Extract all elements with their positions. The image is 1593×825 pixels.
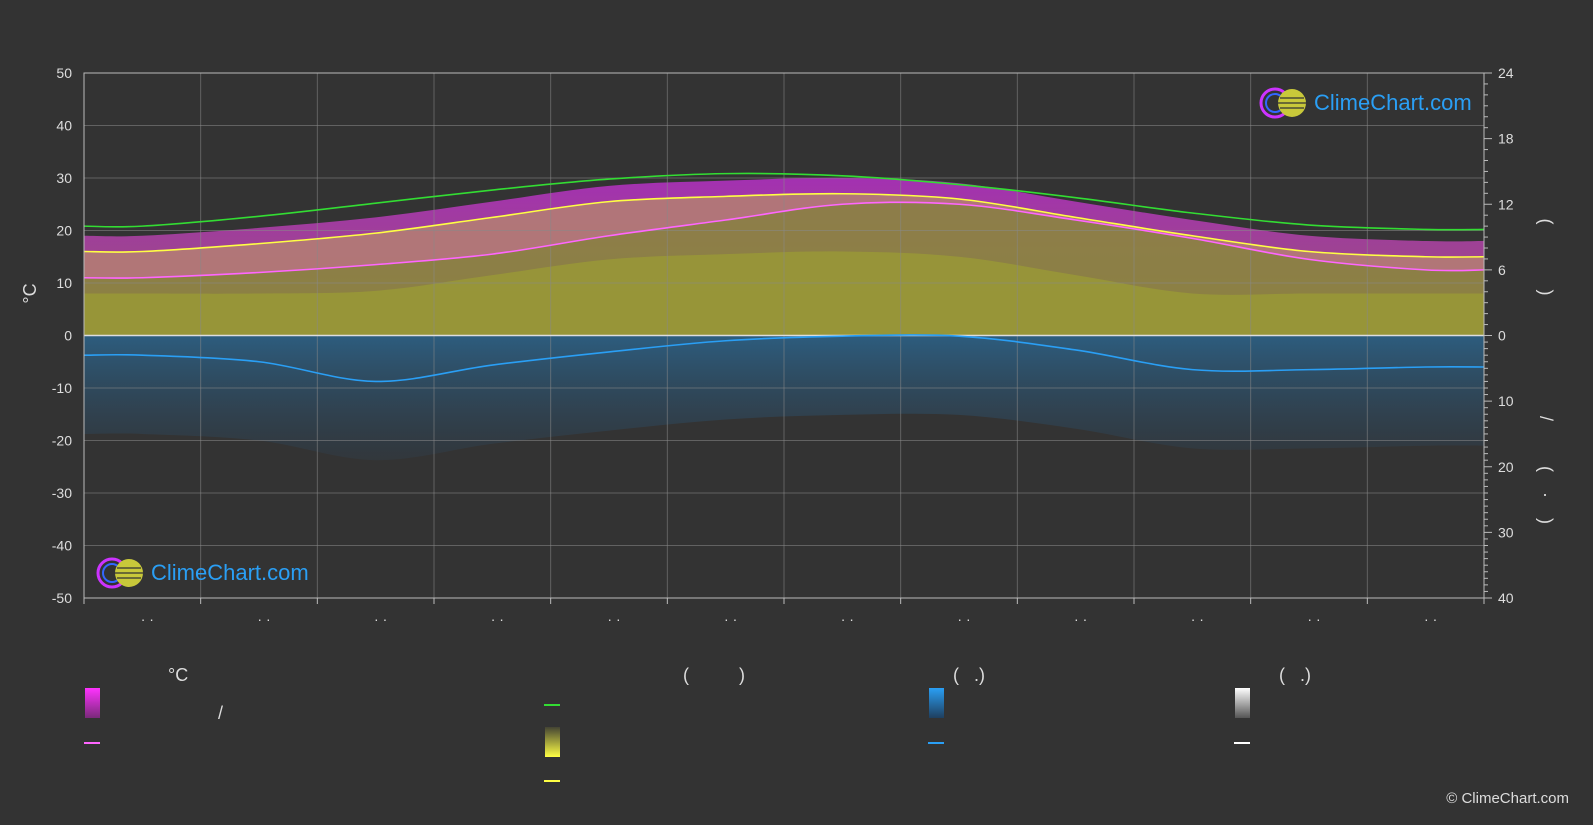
legend-swatch-mean-temp xyxy=(84,742,100,744)
legend-heading-precipitation: ( .) xyxy=(953,665,985,685)
legend-swatch-mean-precipitation xyxy=(928,742,944,744)
left-tick-label: -40 xyxy=(52,538,72,554)
legend-heading-temperature: °C xyxy=(168,665,189,685)
month-tick-label: · · xyxy=(607,611,620,627)
right-upper-tick-label: 18 xyxy=(1498,131,1514,147)
legend-swatch-sunshine xyxy=(545,727,560,757)
left-axis-label: °C xyxy=(20,283,40,303)
copyright: © ClimeChart.com xyxy=(1446,790,1569,807)
left-tick-label: -20 xyxy=(52,433,72,449)
right-upper-tick-label: 24 xyxy=(1498,65,1514,81)
month-tick-label: · · xyxy=(724,611,737,627)
right-upper-tick-label: 6 xyxy=(1498,262,1506,278)
right-lower-tick-label: 40 xyxy=(1498,590,1514,606)
right-lower-tick-label: 30 xyxy=(1498,524,1514,540)
legend-swatch-mean-sunshine xyxy=(544,780,560,782)
daylight-line xyxy=(83,172,1485,231)
month-tick-label: · · xyxy=(957,611,970,627)
right-lower-axis-label: / (·) xyxy=(1536,416,1556,544)
legend-swatch-mean-snow xyxy=(1234,742,1250,744)
logo-text: ClimeChart.com xyxy=(151,560,309,585)
left-tick-label: 10 xyxy=(56,275,72,291)
chart-axes: 50 40 30 20 10 0 -10 -20 -30 -40 -50 °C 24 18 12 6 0 10 20… xyxy=(20,65,1556,627)
chart-lines xyxy=(83,172,1485,383)
month-tick-label: · · xyxy=(374,611,387,627)
right-upper-tick-label: 0 xyxy=(1498,328,1506,344)
month-tick-label: · · xyxy=(841,611,854,627)
left-tick-label: 50 xyxy=(56,65,72,81)
left-tick-label: -50 xyxy=(52,590,72,606)
chart-grid xyxy=(84,72,1484,599)
legend-swatch-precipitation xyxy=(929,688,944,718)
left-tick-label: 20 xyxy=(56,223,72,239)
month-tick-label: · · xyxy=(141,611,154,627)
left-tick-label: 0 xyxy=(64,328,72,344)
legend-label-temp-range: / xyxy=(218,703,224,723)
precipitation-line xyxy=(83,334,1485,383)
month-tick-label: · · xyxy=(257,611,270,627)
month-tick-label: · · xyxy=(1424,611,1437,627)
month-tick-label: · · xyxy=(1307,611,1320,627)
logo-text: ClimeChart.com xyxy=(1314,90,1472,115)
legend-heading-snow: ( .) xyxy=(1279,665,1311,685)
left-tick-label: 40 xyxy=(56,118,72,134)
logo-top: ClimeChart.com xyxy=(1258,86,1472,120)
chart-canvas: 50 40 30 20 10 0 -10 -20 -30 -40 -50 °C 24 18 12 6 0 10 20… xyxy=(20,65,1556,627)
month-tick-label: · · xyxy=(491,611,504,627)
mean-temperature-line xyxy=(83,201,1485,279)
logo-bottom: ClimeChart.com xyxy=(95,556,309,590)
month-tick-label: · · xyxy=(1191,611,1204,627)
sunshine-line xyxy=(83,192,1485,258)
legend-swatch-snow xyxy=(1235,688,1250,718)
right-upper-axis-label: ( ) xyxy=(1536,219,1556,326)
right-lower-tick-label: 10 xyxy=(1498,393,1514,409)
legend-swatch-daylight xyxy=(544,704,560,706)
month-tick-label: · · xyxy=(1074,611,1087,627)
right-upper-tick-label: 12 xyxy=(1498,196,1514,212)
left-tick-label: 30 xyxy=(56,170,72,186)
logo-icon xyxy=(1259,87,1306,119)
left-tick-label: -30 xyxy=(52,485,72,501)
legend-swatch-temp-range xyxy=(85,688,100,718)
left-tick-label: -10 xyxy=(52,380,72,396)
legend-heading-daylight: ( ) xyxy=(683,665,745,685)
logo-icon xyxy=(96,557,143,589)
right-lower-tick-label: 20 xyxy=(1498,459,1514,475)
